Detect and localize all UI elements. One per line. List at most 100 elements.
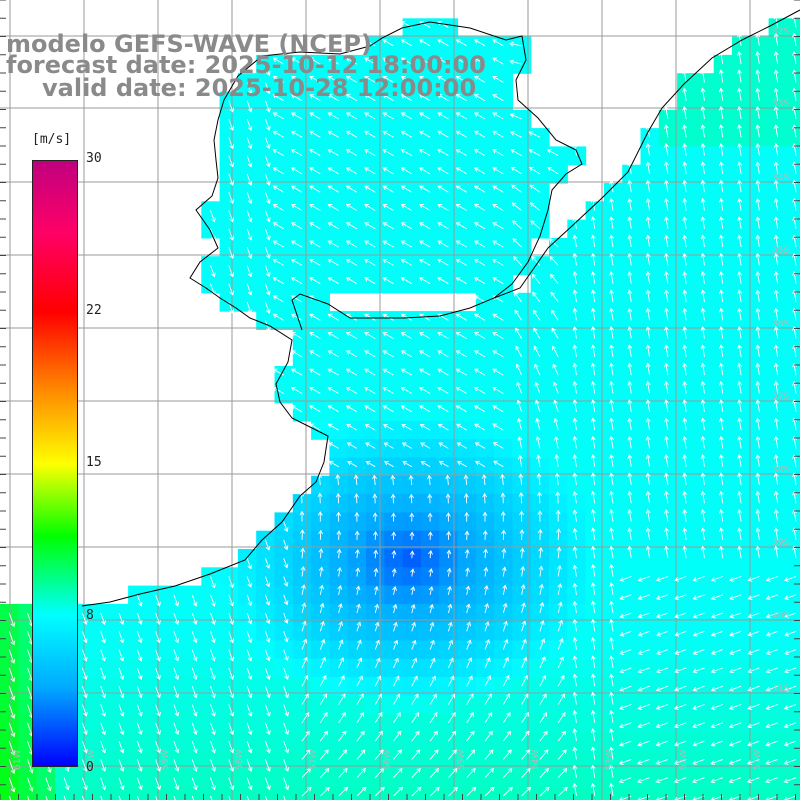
wind-arrow — [729, 685, 742, 691]
wind-arrow — [301, 639, 307, 650]
wind-arrow — [246, 283, 252, 295]
wind-cell — [768, 402, 788, 422]
wind-arrow — [291, 167, 303, 175]
wind-arrow-head — [247, 638, 253, 644]
wind-cell — [439, 695, 459, 715]
wind-cell — [768, 786, 788, 800]
wind-arrow — [210, 283, 215, 295]
wind-arrow-head — [247, 217, 253, 223]
wind-arrow — [228, 722, 234, 735]
wind-arrow — [283, 667, 289, 680]
wind-arrow — [738, 70, 742, 83]
wind-cell — [292, 567, 312, 587]
wind-cell — [420, 237, 440, 257]
wind-cell — [622, 384, 642, 404]
wind-arrow — [683, 454, 687, 467]
wind-cell — [329, 73, 349, 93]
wind-arrow-head — [488, 749, 494, 754]
wind-arrow — [374, 658, 381, 669]
wind-arrow — [347, 461, 358, 468]
wind-arrow-head — [415, 730, 420, 736]
wind-arrow — [756, 436, 760, 449]
wind-arrow — [291, 259, 303, 266]
wind-cell — [658, 658, 678, 678]
wind-arrow-head — [552, 381, 558, 387]
wind-arrow — [756, 33, 760, 46]
wind-arrow — [536, 418, 541, 431]
wind-arrow — [533, 310, 541, 321]
wind-arrow-head — [382, 94, 388, 99]
wind-cell — [786, 36, 800, 56]
wind-cell — [457, 640, 477, 660]
wind-arrow-head — [229, 107, 235, 113]
wind-cell — [786, 183, 800, 202]
wind-cell — [475, 585, 495, 605]
wind-arrow-head — [299, 510, 305, 516]
wind-arrow — [502, 530, 505, 540]
wind-arrow-head — [119, 675, 125, 681]
wind-cell — [603, 494, 623, 513]
wind-arrow — [210, 265, 215, 277]
wind-cell — [549, 164, 568, 184]
wind-arrow — [328, 112, 339, 120]
wind-arrow — [628, 491, 632, 504]
wind-arrow-head — [372, 493, 378, 499]
wind-arrow-head — [700, 399, 706, 404]
wind-arrow — [702, 454, 705, 467]
wind-cell — [457, 713, 477, 733]
wind-cell — [658, 732, 678, 751]
wind-arrow-head — [500, 511, 506, 516]
wind-arrow-head — [747, 723, 752, 729]
wind-cell — [585, 384, 605, 404]
wind-cell — [494, 201, 513, 221]
wind-arrow-head — [765, 650, 771, 655]
wind-cell — [292, 494, 312, 513]
wind-arrow — [191, 795, 195, 800]
wind-arrow-head — [413, 675, 418, 681]
wind-arrow — [155, 704, 161, 717]
wind-arrow-head — [138, 730, 143, 736]
wind-arrow-head — [437, 332, 443, 337]
wind-arrow — [592, 674, 596, 687]
colorbar-tick-22: 22 — [86, 303, 102, 318]
wind-arrow-head — [509, 113, 515, 118]
wind-arrow-head — [627, 307, 633, 313]
wind-arrow-head — [156, 620, 161, 626]
wind-arrow — [492, 204, 504, 211]
wind-cell — [494, 420, 513, 440]
wind-arrow — [484, 731, 493, 742]
wind-arrow — [118, 759, 124, 772]
wind-arrow-head — [645, 143, 651, 148]
wind-cell — [677, 603, 696, 623]
wind-arrow-head — [682, 344, 688, 350]
wind-arrow — [610, 783, 614, 797]
wind-arrow-head — [266, 309, 271, 314]
wind-arrow-head — [637, 595, 643, 601]
wind-arrow-head — [345, 204, 351, 209]
wind-cell — [439, 658, 459, 678]
wind-arrow-head — [284, 730, 290, 736]
wind-arrow — [374, 640, 380, 650]
wind-arrow — [264, 558, 270, 569]
wind-cell — [603, 603, 623, 623]
wind-cell — [146, 786, 166, 800]
wind-arrow-head — [266, 126, 271, 131]
wind-cell — [695, 183, 715, 202]
wind-arrow — [521, 584, 525, 595]
wind-cell — [237, 786, 257, 800]
wind-arrow — [592, 583, 596, 595]
wind-arrow — [246, 118, 252, 131]
wind-arrow — [720, 51, 724, 65]
wind-arrow-head — [400, 332, 406, 337]
wind-arrow — [210, 740, 216, 753]
wind-cell — [585, 311, 605, 330]
wind-arrow-head — [456, 442, 462, 447]
wind-arrow — [793, 473, 797, 486]
wind-cell — [603, 640, 623, 660]
wind-arrow — [692, 777, 705, 783]
wind-arrow-head — [755, 87, 761, 93]
wind-cell — [549, 732, 568, 751]
wind-arrow — [474, 332, 486, 339]
wind-arrow-head — [357, 657, 363, 663]
